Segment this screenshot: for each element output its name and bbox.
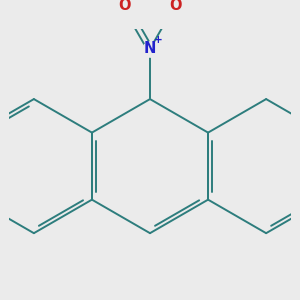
Text: O: O xyxy=(118,0,131,13)
Text: O: O xyxy=(169,0,182,13)
Text: −: − xyxy=(184,0,194,5)
Text: N: N xyxy=(144,41,156,56)
Text: +: + xyxy=(154,35,163,45)
